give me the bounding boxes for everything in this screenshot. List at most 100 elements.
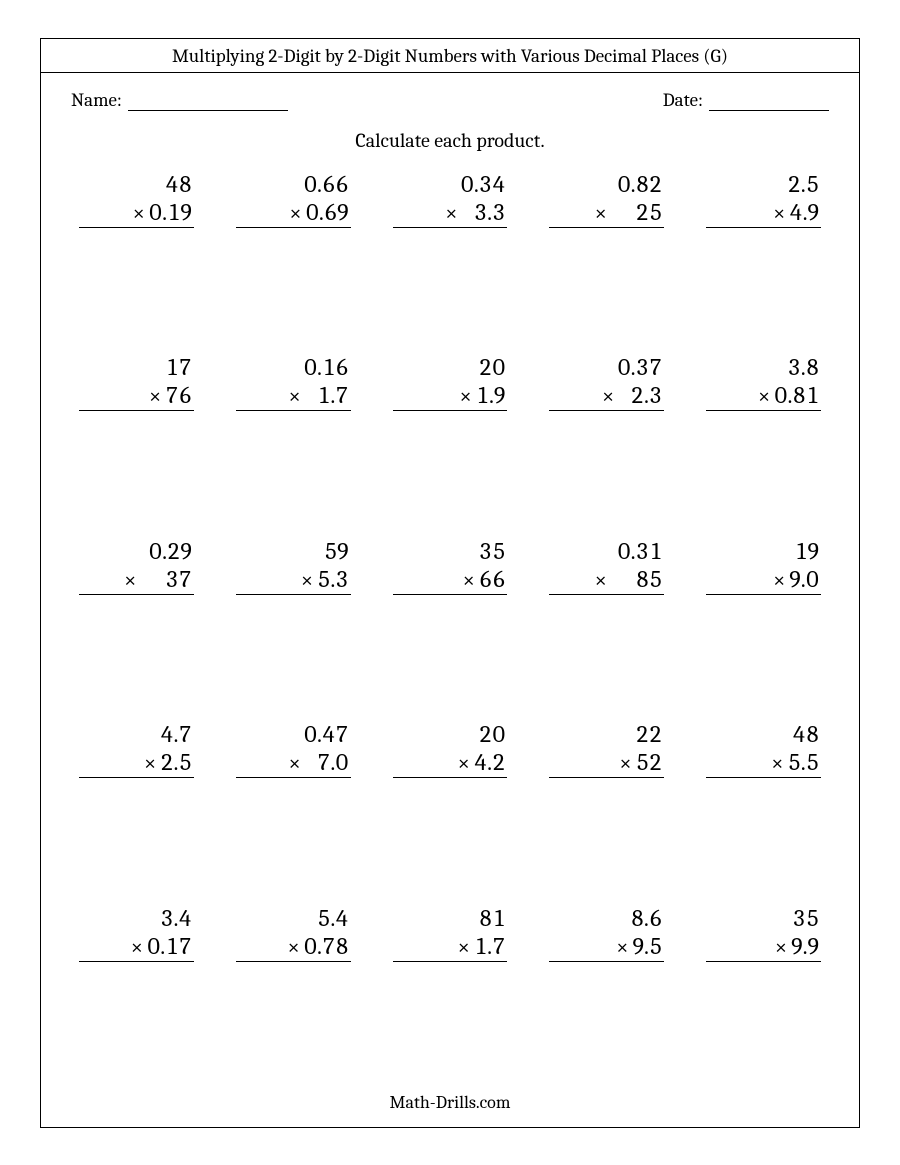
multiplier: 9.5 [632, 932, 662, 960]
multiplicand: 0.47 [304, 720, 351, 748]
times-symbol: × [458, 750, 470, 776]
name-label: Name: [71, 89, 122, 111]
multiplier-row: × 37 [79, 565, 194, 595]
multiplier-row: ×0.78 [236, 932, 351, 962]
multiplicand: 4.7 [160, 720, 194, 748]
times-symbol: × [619, 750, 631, 776]
times-symbol: × [289, 200, 301, 226]
times-symbol: × [288, 934, 300, 960]
multiplier-row: ×4.9 [706, 198, 821, 228]
problem: 20×4.2 [393, 714, 508, 888]
problem: 5.4×0.78 [236, 898, 351, 1072]
problem: 17×76 [79, 347, 194, 521]
name-blank[interactable] [128, 93, 288, 111]
problem: 8.6×9.5 [549, 898, 664, 1072]
times-symbol: × [775, 934, 787, 960]
problem: 81×1.7 [393, 898, 508, 1072]
multiplier: 4.9 [789, 198, 819, 226]
multiplier: 52 [636, 748, 663, 776]
multiplicand: 17 [165, 353, 194, 381]
problem: 35×66 [393, 531, 508, 705]
multiplicand: 0.16 [304, 353, 351, 381]
multiplicand: 2.5 [787, 170, 821, 198]
times-symbol: × [445, 200, 457, 226]
multiplicand: 20 [479, 720, 508, 748]
problem: 0.66×0.69 [236, 164, 351, 338]
problem: 0.37× 2.3 [549, 347, 664, 521]
problem: 0.34× 3.3 [393, 164, 508, 338]
problem: 0.82× 25 [549, 164, 664, 338]
multiplier: 2.5 [160, 748, 192, 776]
multiplicand: 3.8 [787, 353, 821, 381]
multiplicand: 3.4 [160, 904, 194, 932]
multiplier: 0.19 [149, 198, 192, 226]
times-symbol: × [595, 567, 607, 593]
multiplicand: 59 [324, 537, 351, 565]
problem: 0.47× 7.0 [236, 714, 351, 888]
multiplier-row: ×9.5 [549, 932, 664, 962]
multiplier: 1.7 [474, 932, 506, 960]
multiplier: 2.3 [618, 381, 662, 409]
multiplicand: 0.66 [304, 170, 351, 198]
multiplier-row: × 85 [549, 565, 664, 595]
multiplier-row: ×1.9 [393, 381, 508, 411]
problems-grid: 48×0.190.66×0.690.34× 3.30.82× 252.5×4.9… [41, 164, 859, 1082]
times-symbol: × [758, 383, 770, 409]
problem: 35×9.9 [706, 898, 821, 1072]
times-symbol: × [773, 567, 785, 593]
multiplier: 5.3 [317, 565, 349, 593]
times-symbol: × [771, 750, 783, 776]
times-symbol: × [131, 934, 143, 960]
multiplicand: 35 [792, 904, 821, 932]
problem: 4.7×2.5 [79, 714, 194, 888]
name-field: Name: [71, 89, 288, 111]
times-symbol: × [133, 200, 145, 226]
multiplier: 1.7 [305, 381, 349, 409]
date-blank[interactable] [709, 93, 829, 111]
multiplier-row: ×0.69 [236, 198, 351, 228]
multiplier: 0.17 [147, 932, 192, 960]
instruction-text: Calculate each product. [41, 129, 859, 152]
times-symbol: × [288, 750, 300, 776]
times-symbol: × [602, 383, 614, 409]
header-row: Name: Date: [41, 73, 859, 111]
times-symbol: × [458, 934, 470, 960]
multiplicand: 19 [794, 537, 821, 565]
multiplier-row: ×1.7 [393, 932, 508, 962]
footer-credit: Math-Drills.com [41, 1082, 859, 1127]
multiplier-row: ×9.0 [706, 565, 821, 595]
multiplier: 1.9 [476, 381, 506, 409]
multiplier-row: ×9.9 [706, 932, 821, 962]
multiplier: 76 [165, 381, 192, 409]
problem: 3.8×0.81 [706, 347, 821, 521]
times-symbol: × [124, 567, 136, 593]
multiplier: 25 [611, 198, 662, 226]
worksheet-title: Multiplying 2-Digit by 2-Digit Numbers w… [41, 39, 859, 73]
multiplier-row: × 2.3 [549, 381, 664, 411]
multiplier-row: × 25 [549, 198, 664, 228]
multiplicand: 0.29 [149, 537, 194, 565]
multiplier: 85 [611, 565, 662, 593]
multiplier-row: × 7.0 [236, 748, 351, 778]
multiplier: 0.78 [304, 932, 349, 960]
multiplicand: 0.82 [617, 170, 664, 198]
multiplicand: 48 [792, 720, 821, 748]
times-symbol: × [288, 383, 300, 409]
problem: 0.16× 1.7 [236, 347, 351, 521]
multiplicand: 81 [479, 904, 508, 932]
times-symbol: × [616, 934, 628, 960]
multiplicand: 35 [479, 537, 508, 565]
problem: 2.5×4.9 [706, 164, 821, 338]
multiplier: 9.9 [791, 932, 819, 960]
multiplier-row: ×52 [549, 748, 664, 778]
times-symbol: × [301, 567, 313, 593]
multiplicand: 48 [165, 170, 194, 198]
multiplier: 37 [140, 565, 191, 593]
multiplier-row: ×66 [393, 565, 508, 595]
multiplier-row: × 1.7 [236, 381, 351, 411]
multiplicand: 8.6 [631, 904, 665, 932]
date-field: Date: [663, 89, 829, 111]
multiplier: 9.0 [789, 565, 819, 593]
times-symbol: × [773, 200, 785, 226]
multiplicand: 20 [479, 353, 508, 381]
